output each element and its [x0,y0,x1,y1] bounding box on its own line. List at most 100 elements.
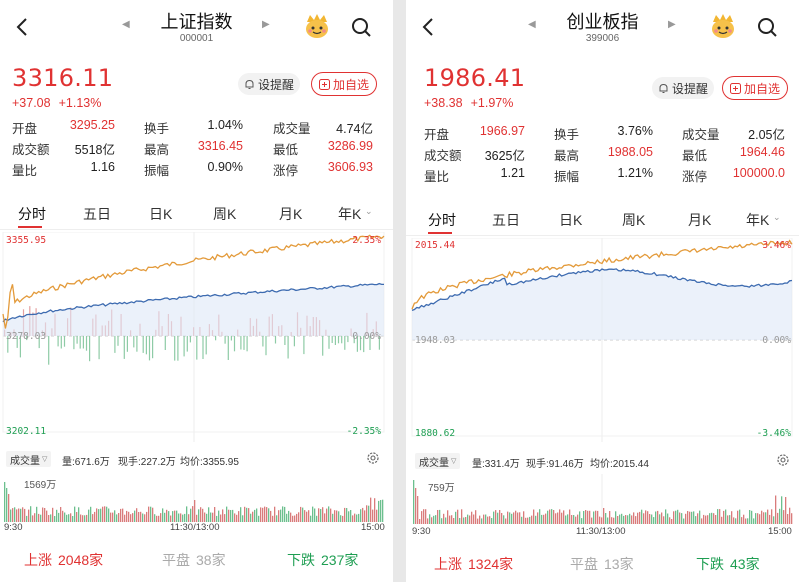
current-hand: 现手:227.2万 [118,457,176,468]
volume-bar [693,511,695,524]
volume-bar [783,510,785,524]
volume-bar [461,509,463,524]
volume-bar [501,513,503,524]
mascot-icon[interactable] [302,12,332,40]
tab-five-day[interactable]: 五日 [492,212,520,228]
volume-bar [477,518,479,524]
volume-bar [741,517,743,524]
volume-bar [677,509,679,524]
vol-ratio-value: 1.16 [90,160,115,174]
volume-bar [374,498,376,522]
volume-bar [358,513,360,522]
volume-bar [495,510,497,524]
vol-ratio-value: 1.21 [500,166,525,180]
tab-yearly-k[interactable]: 年K [338,206,362,222]
volume-bar [128,511,130,522]
volume-bar [715,515,717,524]
momentum-bar [262,336,264,347]
volume-bar [278,510,280,522]
volume-bar [755,513,757,524]
volume-bar [28,509,30,522]
tab-monthly-k[interactable]: 月K [279,206,303,222]
volume-bar [332,513,334,522]
prev-index-icon[interactable]: ◀ [528,19,536,30]
add-watchlist-button[interactable]: 加自选 [722,76,788,100]
volume-bar [565,515,567,524]
tab-five-day[interactable]: 五日 [83,206,111,222]
volume-bar [485,514,487,524]
next-index-icon[interactable]: ▶ [262,19,270,30]
volume-bar [651,514,653,524]
prev-index-icon[interactable]: ◀ [122,19,130,30]
back-icon[interactable] [418,16,440,38]
intraday-chart[interactable]: 3355.95 2.35% 3278.03 0.00% 3202.11 -2.3… [0,231,393,442]
add-watchlist-button[interactable]: 加自选 [311,72,377,96]
volume-chart[interactable] [406,474,799,526]
search-icon[interactable] [350,16,372,38]
tab-intraday[interactable]: 分时 [428,212,456,228]
volume-bar [789,507,791,524]
search-icon[interactable] [756,16,778,38]
momentum-bar [89,336,91,362]
volume-bar [467,514,469,524]
set-reminder-label: 设提醒 [671,81,708,96]
volume-bar [593,511,595,524]
volume-bar [531,515,533,524]
time-open: 9:30 [412,526,431,537]
volume-bar [487,516,489,524]
tab-weekly-k[interactable]: 周K [622,212,646,228]
intraday-chart[interactable]: 2015.44 3.46% 1948.03 0.00% 1880.62 -3.4… [406,237,799,442]
volume-bar [80,514,82,522]
volume-bar [481,518,483,524]
volume-bar [38,513,40,522]
chevron-down-icon[interactable]: ⌄ [365,206,373,216]
momentum-bar [246,336,248,352]
tab-yearly-k[interactable]: 年K [746,212,770,228]
next-index-icon[interactable]: ▶ [668,19,676,30]
tab-weekly-k[interactable]: 周K [213,206,237,222]
volume-bar [569,509,571,524]
tab-intraday[interactable]: 分时 [18,206,46,222]
gear-icon[interactable] [366,451,380,465]
momentum-bar [240,336,242,350]
falling-value: 237家 [321,552,359,568]
tab-monthly-k[interactable]: 月K [688,212,712,228]
volume-bar [499,510,501,524]
volume-bar [372,509,374,522]
price-change: +37.08 +1.13% [12,96,109,110]
volume-bar [555,513,557,524]
gear-icon[interactable] [776,453,790,467]
volume-bar [164,512,166,522]
mascot-icon[interactable] [708,12,738,40]
market-breadth: 上涨 2048家 平盘 38家 下跌 237家 [0,548,393,572]
index-code: 399006 [585,33,620,44]
volume-chart[interactable] [0,470,393,522]
volume-bar [699,510,701,524]
volume-bar [174,510,176,522]
volume-bar [198,509,200,522]
volume-bar [30,506,32,522]
volume-bar [609,511,611,524]
volume-bar [475,510,477,524]
volume-bar [24,508,26,522]
volume-bar [617,516,619,524]
tab-daily-k[interactable]: 日K [559,212,583,228]
volume-bar [238,511,240,522]
momentum-bar [344,336,346,350]
volume-bar [298,512,300,522]
chevron-down-icon[interactable]: ⌄ [773,212,781,222]
set-reminder-button[interactable]: 设提醒 [652,77,714,99]
volume-bar [765,512,767,524]
volume-bar [362,507,364,522]
volume-selector[interactable]: 成交量 ▽ [6,451,52,467]
tab-daily-k[interactable]: 日K [149,206,173,222]
set-reminder-button[interactable]: 设提醒 [238,73,300,95]
falling-count: 下跌 237家 [287,550,358,570]
volume-selector[interactable]: 成交量 ▽ [415,453,461,469]
volume-bar [286,513,288,522]
volume-bar [431,517,433,524]
volume-bar [202,508,204,522]
high-label: 最高 [554,149,580,163]
back-icon[interactable] [12,16,34,38]
volume-bar [316,515,318,522]
